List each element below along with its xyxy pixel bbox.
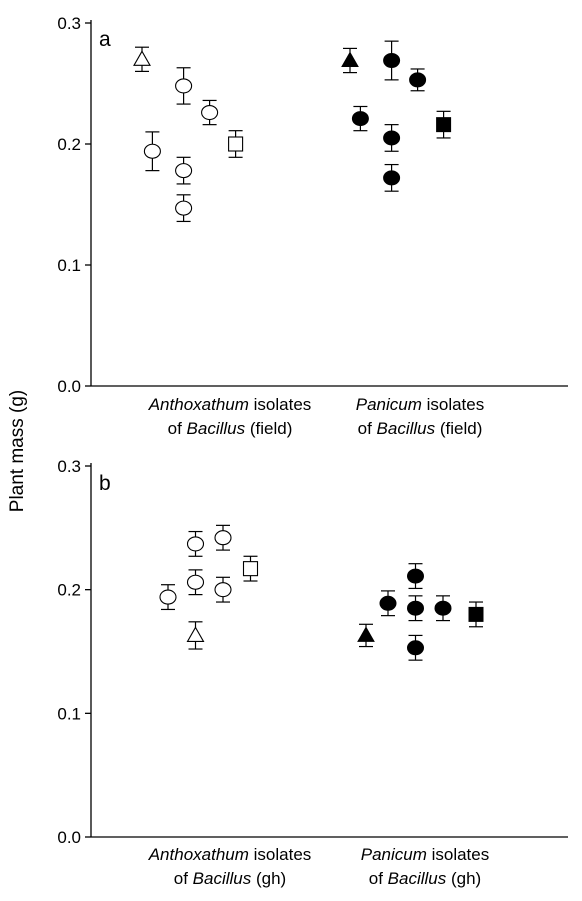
y-tick-label: 0.0 [57, 828, 81, 847]
panel-b: 0.0 0.1 0.2 0.3 b Anthoxathum isolates of Baci… [57, 457, 568, 888]
data-point-square-open [228, 130, 244, 158]
marker-triangle [186, 626, 205, 642]
data-point-square-filled [436, 110, 452, 139]
y-tick-label: 0.1 [57, 704, 81, 723]
data-point-triangle-filled [341, 47, 359, 74]
marker-circle [383, 170, 401, 186]
marker-circle [379, 595, 397, 611]
marker-square [228, 136, 244, 152]
marker-circle [175, 78, 193, 94]
data-point-square-open [242, 555, 259, 582]
data-point-circle-filled [379, 590, 397, 617]
marker-square [436, 117, 452, 133]
data-point-circle-filled [407, 595, 424, 622]
y-tick-label: 0.2 [57, 135, 81, 154]
data-point-circle-open [186, 530, 205, 557]
data-point-circle-open [175, 156, 193, 185]
data-point-circle-filled [407, 634, 424, 661]
group-label-line2: of Bacillus (field) [168, 419, 293, 438]
data-point-circle-open [159, 584, 177, 611]
marker-circle [186, 536, 205, 552]
group-label-line1: Anthoxathum isolates [148, 395, 312, 414]
marker-circle [175, 200, 193, 216]
marker-circle [175, 163, 193, 179]
data-point-circle-open [214, 524, 232, 551]
group-label-line2: of Bacillus (gh) [174, 869, 286, 888]
group-label-line1: Anthoxathum isolates [148, 845, 312, 864]
marker-triangle [133, 50, 151, 66]
y-tick-label: 0.3 [57, 457, 81, 476]
group-label-line1: Panicum isolates [361, 845, 490, 864]
marker-circle [214, 530, 232, 546]
marker-triangle [357, 626, 375, 642]
data-point-circle-filled [383, 163, 401, 192]
marker-circle [407, 568, 424, 584]
panel-a: 0.0 0.1 0.2 0.3 a Anthoxathum isolates of Baci… [57, 14, 568, 438]
data-point-triangle-open [133, 46, 151, 73]
data-point-circle-filled [383, 124, 401, 152]
data-point-circle-open [175, 194, 193, 223]
data-point-circle-filled [409, 68, 427, 92]
marker-triangle [341, 51, 359, 68]
data-point-circle-filled [434, 595, 452, 622]
marker-circle [434, 600, 452, 616]
panel-label: b [99, 472, 111, 495]
marker-circle [383, 130, 401, 146]
data-point-circle-filled [351, 105, 369, 132]
data-point-triangle-filled [357, 623, 375, 648]
marker-circle [159, 589, 177, 605]
marker-circle [143, 143, 161, 159]
data-point-circle-open [143, 131, 161, 172]
marker-circle [186, 574, 205, 590]
marker-circle [409, 72, 427, 88]
marker-square [468, 606, 484, 622]
data-point-circle-open [201, 99, 219, 126]
data-point-circle-open [175, 67, 193, 105]
marker-circle [407, 600, 424, 616]
y-tick-label: 0.3 [57, 14, 81, 33]
marker-circle [383, 53, 401, 69]
y-axis-label: Plant mass (g) [7, 390, 28, 512]
panel-label: a [99, 28, 111, 51]
y-tick-label: 0.0 [57, 377, 81, 396]
y-tick-label: 0.1 [57, 256, 81, 275]
data-point-circle-open [214, 576, 232, 603]
group-label-line2: of Bacillus (field) [358, 419, 483, 438]
group-label-line2: of Bacillus (gh) [369, 869, 481, 888]
marker-circle [214, 582, 232, 598]
data-point-circle-filled [407, 563, 424, 590]
y-tick-label: 0.2 [57, 581, 81, 600]
data-point-circle-open [186, 569, 205, 596]
marker-square [242, 561, 259, 577]
data-point-circle-filled [383, 40, 401, 81]
data-point-triangle-open [186, 621, 205, 650]
marker-circle [201, 104, 219, 121]
group-label-line1: Panicum isolates [356, 395, 485, 414]
marker-circle [407, 640, 424, 656]
marker-circle [351, 111, 369, 127]
data-point-square-filled [468, 601, 484, 628]
